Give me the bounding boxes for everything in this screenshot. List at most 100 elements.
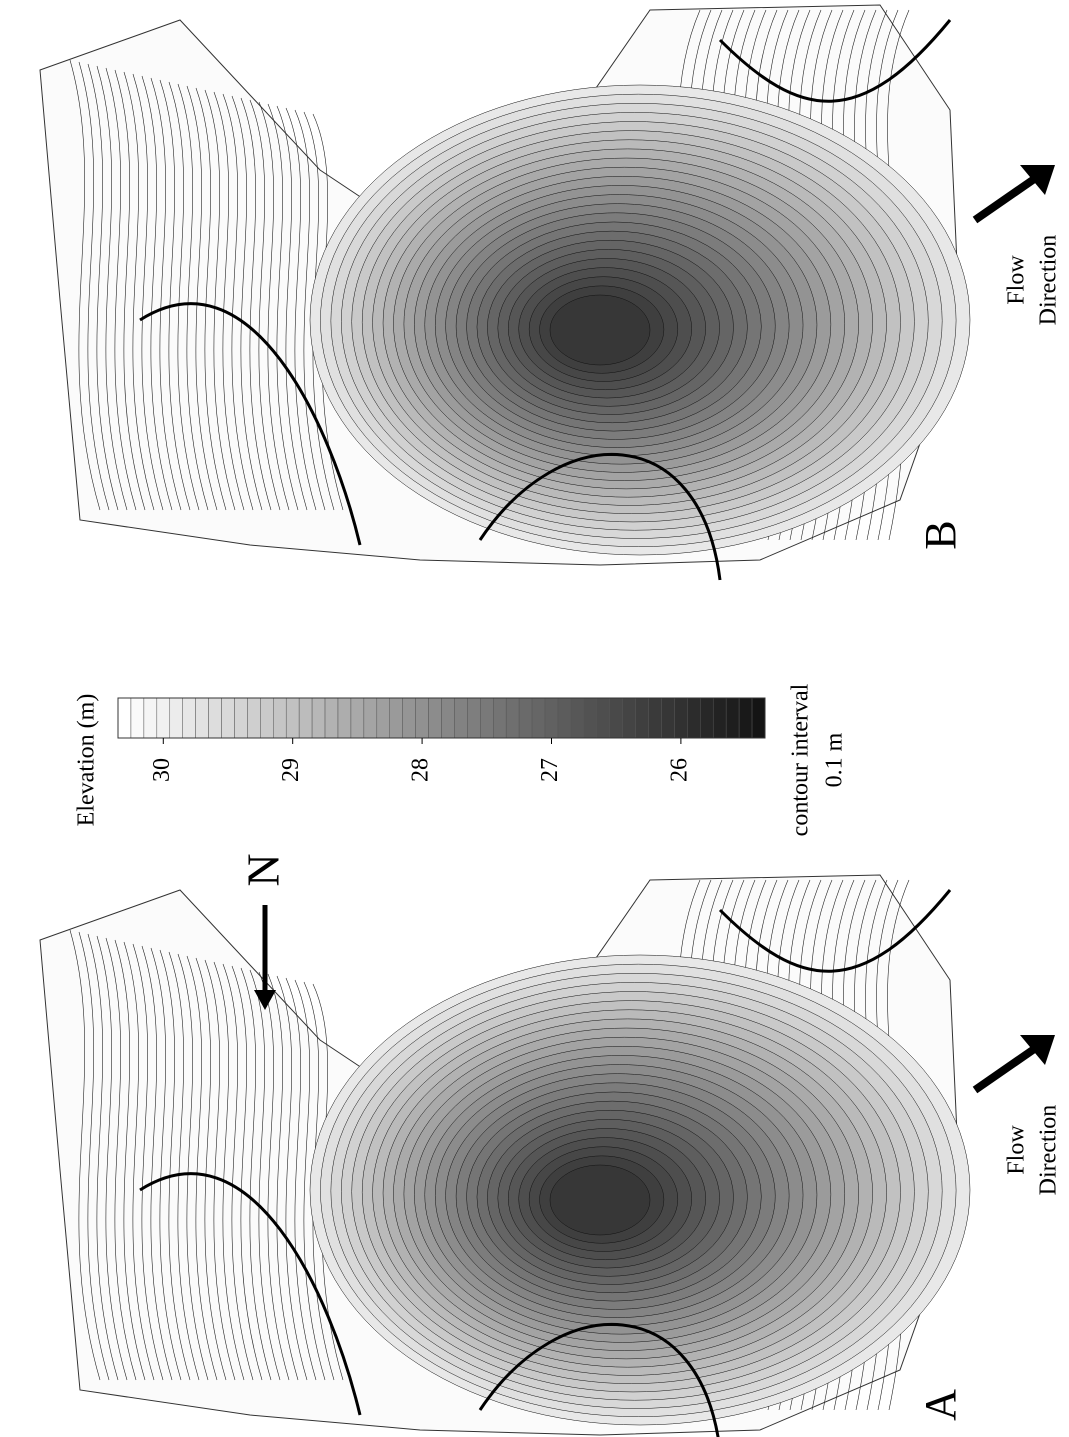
contour-line [294,109,326,511]
flow-arrow [972,1041,1043,1094]
contour-line [168,81,200,511]
colorbar-band [260,697,274,739]
contour-line [105,937,137,1381]
colorbar-band [480,697,494,739]
colorbar-band [143,697,158,739]
colorbar-tick-label: 28 [408,758,434,782]
contour-line [195,957,227,1381]
contour-line [267,973,299,1381]
colorbar-band [648,697,662,739]
colorbar-band [389,697,403,739]
flow-label: Flow [1004,255,1030,305]
contour-line [222,93,254,511]
colorbar-band [247,697,261,739]
bold-contour [139,302,362,546]
flow-label: Direction [1036,235,1062,326]
flow-arrow-head [1020,165,1055,195]
colorbar-tick-label: 27 [537,758,563,782]
contour-line [195,87,227,511]
flow-arrow-head [1020,1035,1055,1065]
colorbar-band [609,697,623,739]
flow-arrow [972,171,1043,224]
contour-line [267,103,299,511]
contour-line [276,975,308,1381]
contour-line [78,931,110,1381]
contour-line [123,941,155,1381]
contour-line [150,947,182,1381]
colorbar-band [570,697,585,739]
contour-line [258,101,290,511]
colorbar-frame [117,697,766,739]
contour-line [96,65,128,511]
colorbar-band [661,697,675,739]
panel-label: A [916,1389,965,1421]
colorbar-band [221,697,235,739]
colorbar-band [182,697,196,739]
contour-line [240,97,272,511]
contour-line [177,83,209,511]
contour-line [204,89,236,511]
contour-line [87,933,119,1381]
colorbar-band [725,697,740,739]
colorbar-tick-label: 26 [666,758,692,782]
contour-line [168,951,200,1381]
colorbar-band [195,697,209,739]
flow-label: Flow [1004,1125,1030,1175]
panel-label: B [916,520,965,549]
colorbar-band [285,697,300,739]
contour-line [186,85,218,511]
legend-note: contour interval [788,683,814,836]
colorbar-band [415,697,429,739]
colorbar-band [208,697,222,739]
bold-contour [718,19,952,103]
legend-title: Elevation (m) [74,694,100,827]
contour-map: B Flow Direction [39,4,1062,581]
colorbar-band [117,697,132,739]
colorbar-band [324,697,339,739]
contour-line [78,61,110,511]
contour-line [204,959,236,1381]
colorbar-band [130,697,145,739]
contour-line [69,929,101,1381]
bold-contour [718,889,952,973]
colorbar-band [493,697,507,739]
contour-line [213,91,245,511]
bold-contour [478,453,722,581]
colorbar-band [557,697,572,739]
contour-line [231,965,263,1381]
colorbar-band [298,697,313,739]
contour-line [105,67,137,511]
contour-line [123,71,155,511]
north-label: N [238,853,289,886]
contour-line [87,63,119,511]
contour-line [141,75,173,511]
contour-line [159,79,191,511]
colorbar-band [518,697,533,739]
contour-line [69,59,101,511]
contour-map: A Flow Direction [39,874,1062,1437]
legend-note: 0.1 m [822,732,848,787]
bold-contour [139,1172,362,1416]
colorbar-band [234,697,248,739]
contour-line [114,939,146,1381]
contour-line [276,105,308,511]
contour-line [132,73,164,511]
colorbar-band [622,697,636,739]
colorbar-tick-label: 30 [149,758,175,782]
contour-line [213,961,245,1381]
contour-line [186,955,218,1381]
colorbar-band [751,697,766,739]
colorbar-band [402,697,416,739]
colorbar-band [337,697,352,739]
colorbar-band [583,697,598,739]
legend: 30 29 28 27 26 Elevation (m) contour interval 0… [74,683,848,836]
contour-line [159,949,191,1381]
contour-line [249,969,281,1381]
contour-line [285,107,317,511]
colorbar-band [350,697,365,739]
colorbar-band [441,697,455,739]
colorbar-band [467,697,481,739]
contour-line [96,935,128,1381]
